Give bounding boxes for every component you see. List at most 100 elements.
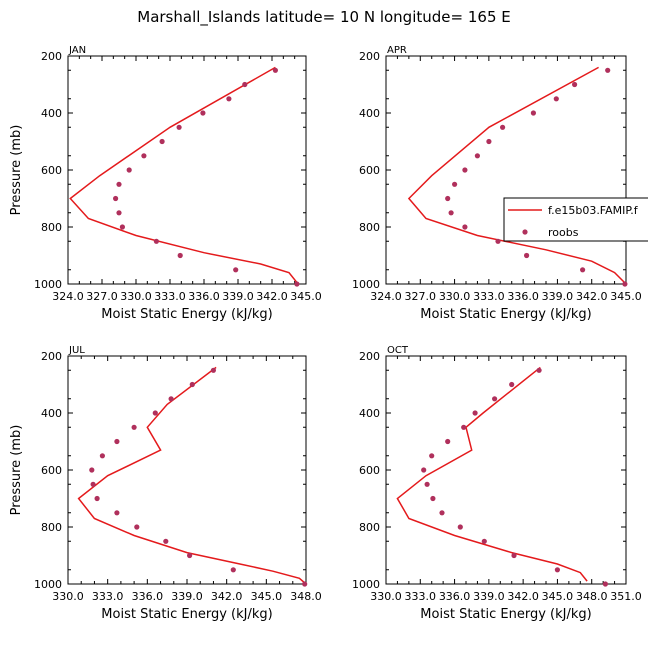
legend-box [503, 197, 648, 242]
y-tick-label: 200 [359, 50, 380, 63]
y-tick-label: 600 [41, 164, 62, 177]
y-axis-label: Pressure (mb) [9, 425, 24, 516]
roobs-point [474, 153, 480, 159]
x-tick-label: 333.0 [154, 290, 186, 303]
x-tick-label: 330.0 [439, 290, 471, 303]
x-axis-label: Moist Static Energy (kJ/kg) [101, 607, 272, 622]
x-tick-label: 339.0 [473, 590, 505, 603]
roobs-point [572, 81, 578, 88]
roobs-point [462, 224, 468, 230]
x-tick-label: 324.0 [52, 290, 84, 303]
y-tick-label: 800 [41, 521, 62, 534]
panel-label: JUL [68, 345, 85, 356]
roobs-point [580, 267, 586, 273]
roobs-point [622, 281, 628, 287]
x-tick-label: 345.0 [290, 290, 322, 303]
roobs-point [141, 153, 147, 159]
x-tick-label: 342.0 [576, 290, 608, 303]
roobs-point [439, 510, 445, 516]
legend-label-model: f.e15b03.FAMIP.f [548, 204, 639, 217]
panel-jan: JAN 324.0 327.0 330.0 333.0 336.0 339.0 342.0 34… [9, 45, 322, 322]
x-tick-label: 345.0 [542, 590, 574, 603]
roobs-point [511, 552, 517, 559]
y-tick-label: 800 [359, 221, 380, 234]
x-tick-label: 336.0 [132, 590, 164, 603]
y-tick-label: 200 [359, 350, 380, 363]
roobs-point [113, 195, 119, 202]
roobs-point [553, 96, 559, 102]
roobs-point [445, 438, 451, 445]
x-tick-label: 327.0 [405, 290, 437, 303]
roobs-point [294, 281, 300, 287]
roobs-point [554, 567, 561, 573]
plot-frame [67, 55, 307, 285]
x-tick-label: 348.0 [290, 590, 322, 603]
panel-label: JAN [68, 45, 86, 56]
panel-apr: APR 324.0 327.0 330.0 333.0 336.0 339.0 342.0 34… [352, 45, 642, 322]
roobs-point [242, 81, 248, 88]
series-line-model [407, 66, 627, 285]
y-tick-label: 1000 [34, 578, 62, 591]
roobs-point [492, 396, 498, 402]
x-tick-label: 351.0 [610, 590, 642, 603]
roobs-point [116, 210, 122, 216]
x-axis-label: Moist Static Energy (kJ/kg) [101, 307, 272, 322]
x-tick-label: 342.0 [507, 590, 539, 603]
roobs-point [94, 495, 100, 502]
y-tick-label: 800 [41, 221, 62, 234]
x-tick-label: 342.0 [211, 590, 243, 603]
roobs-point [421, 467, 427, 473]
y-tick-label: 400 [41, 407, 62, 420]
roobs-point [462, 167, 468, 173]
x-tick-label: 330.0 [370, 590, 402, 603]
x-tick-label: 339.0 [542, 290, 574, 303]
series-line-model [396, 366, 588, 582]
roobs-point [230, 567, 236, 573]
x-tick-label: 333.0 [92, 590, 124, 603]
figure-title: Marshall_Islands latitude= 10 N longitud… [137, 8, 510, 27]
roobs-point [530, 110, 537, 116]
legend: f.e15b03.FAMIP.f roobs [503, 197, 648, 242]
y-tick-label: 400 [41, 107, 62, 120]
roobs-point [90, 481, 96, 487]
roobs-point [159, 138, 165, 145]
series-line-model [69, 66, 299, 285]
y-tick-label: 200 [41, 50, 62, 63]
roobs-point [233, 267, 239, 273]
x-tick-label: 333.0 [473, 290, 505, 303]
roobs-point [452, 181, 458, 187]
x-tick-label: 333.0 [405, 590, 437, 603]
roobs-point [536, 367, 542, 373]
x-tick-label: 336.0 [439, 590, 471, 603]
x-tick-label: 345.0 [251, 590, 283, 603]
roobs-point [429, 453, 435, 459]
roobs-point [500, 124, 506, 130]
roobs-point [89, 467, 95, 473]
roobs-point [424, 481, 430, 487]
x-tick-label: 330.0 [52, 590, 84, 603]
y-tick-label: 400 [359, 407, 380, 420]
roobs-point [210, 367, 216, 373]
series-line-model [77, 366, 307, 585]
y-tick-label: 600 [359, 164, 380, 177]
x-tick-label: 339.0 [222, 290, 254, 303]
panel-jul: JUL 330.0 333.0 336.0 339.0 342.0 345.0 348.0 20… [9, 345, 322, 622]
roobs-point [461, 424, 467, 430]
panel-oct: OCT 330.0 333.0 336.0 339.0 342.0 345.0 348.0 35… [352, 345, 642, 622]
roobs-point [187, 552, 193, 559]
x-tick-label: 324.0 [370, 290, 402, 303]
y-tick-label: 1000 [352, 578, 380, 591]
roobs-point [524, 252, 530, 259]
roobs-point [114, 510, 120, 516]
roobs-point [226, 96, 232, 102]
x-axis-label: Moist Static Energy (kJ/kg) [420, 607, 591, 622]
roobs-point [495, 238, 501, 244]
roobs-point [119, 224, 125, 230]
panel-label: OCT [387, 345, 409, 356]
roobs-point [445, 195, 451, 202]
x-tick-label: 345.0 [610, 290, 642, 303]
roobs-point [168, 396, 174, 402]
y-tick-label: 600 [359, 464, 380, 477]
roobs-point [448, 210, 454, 216]
